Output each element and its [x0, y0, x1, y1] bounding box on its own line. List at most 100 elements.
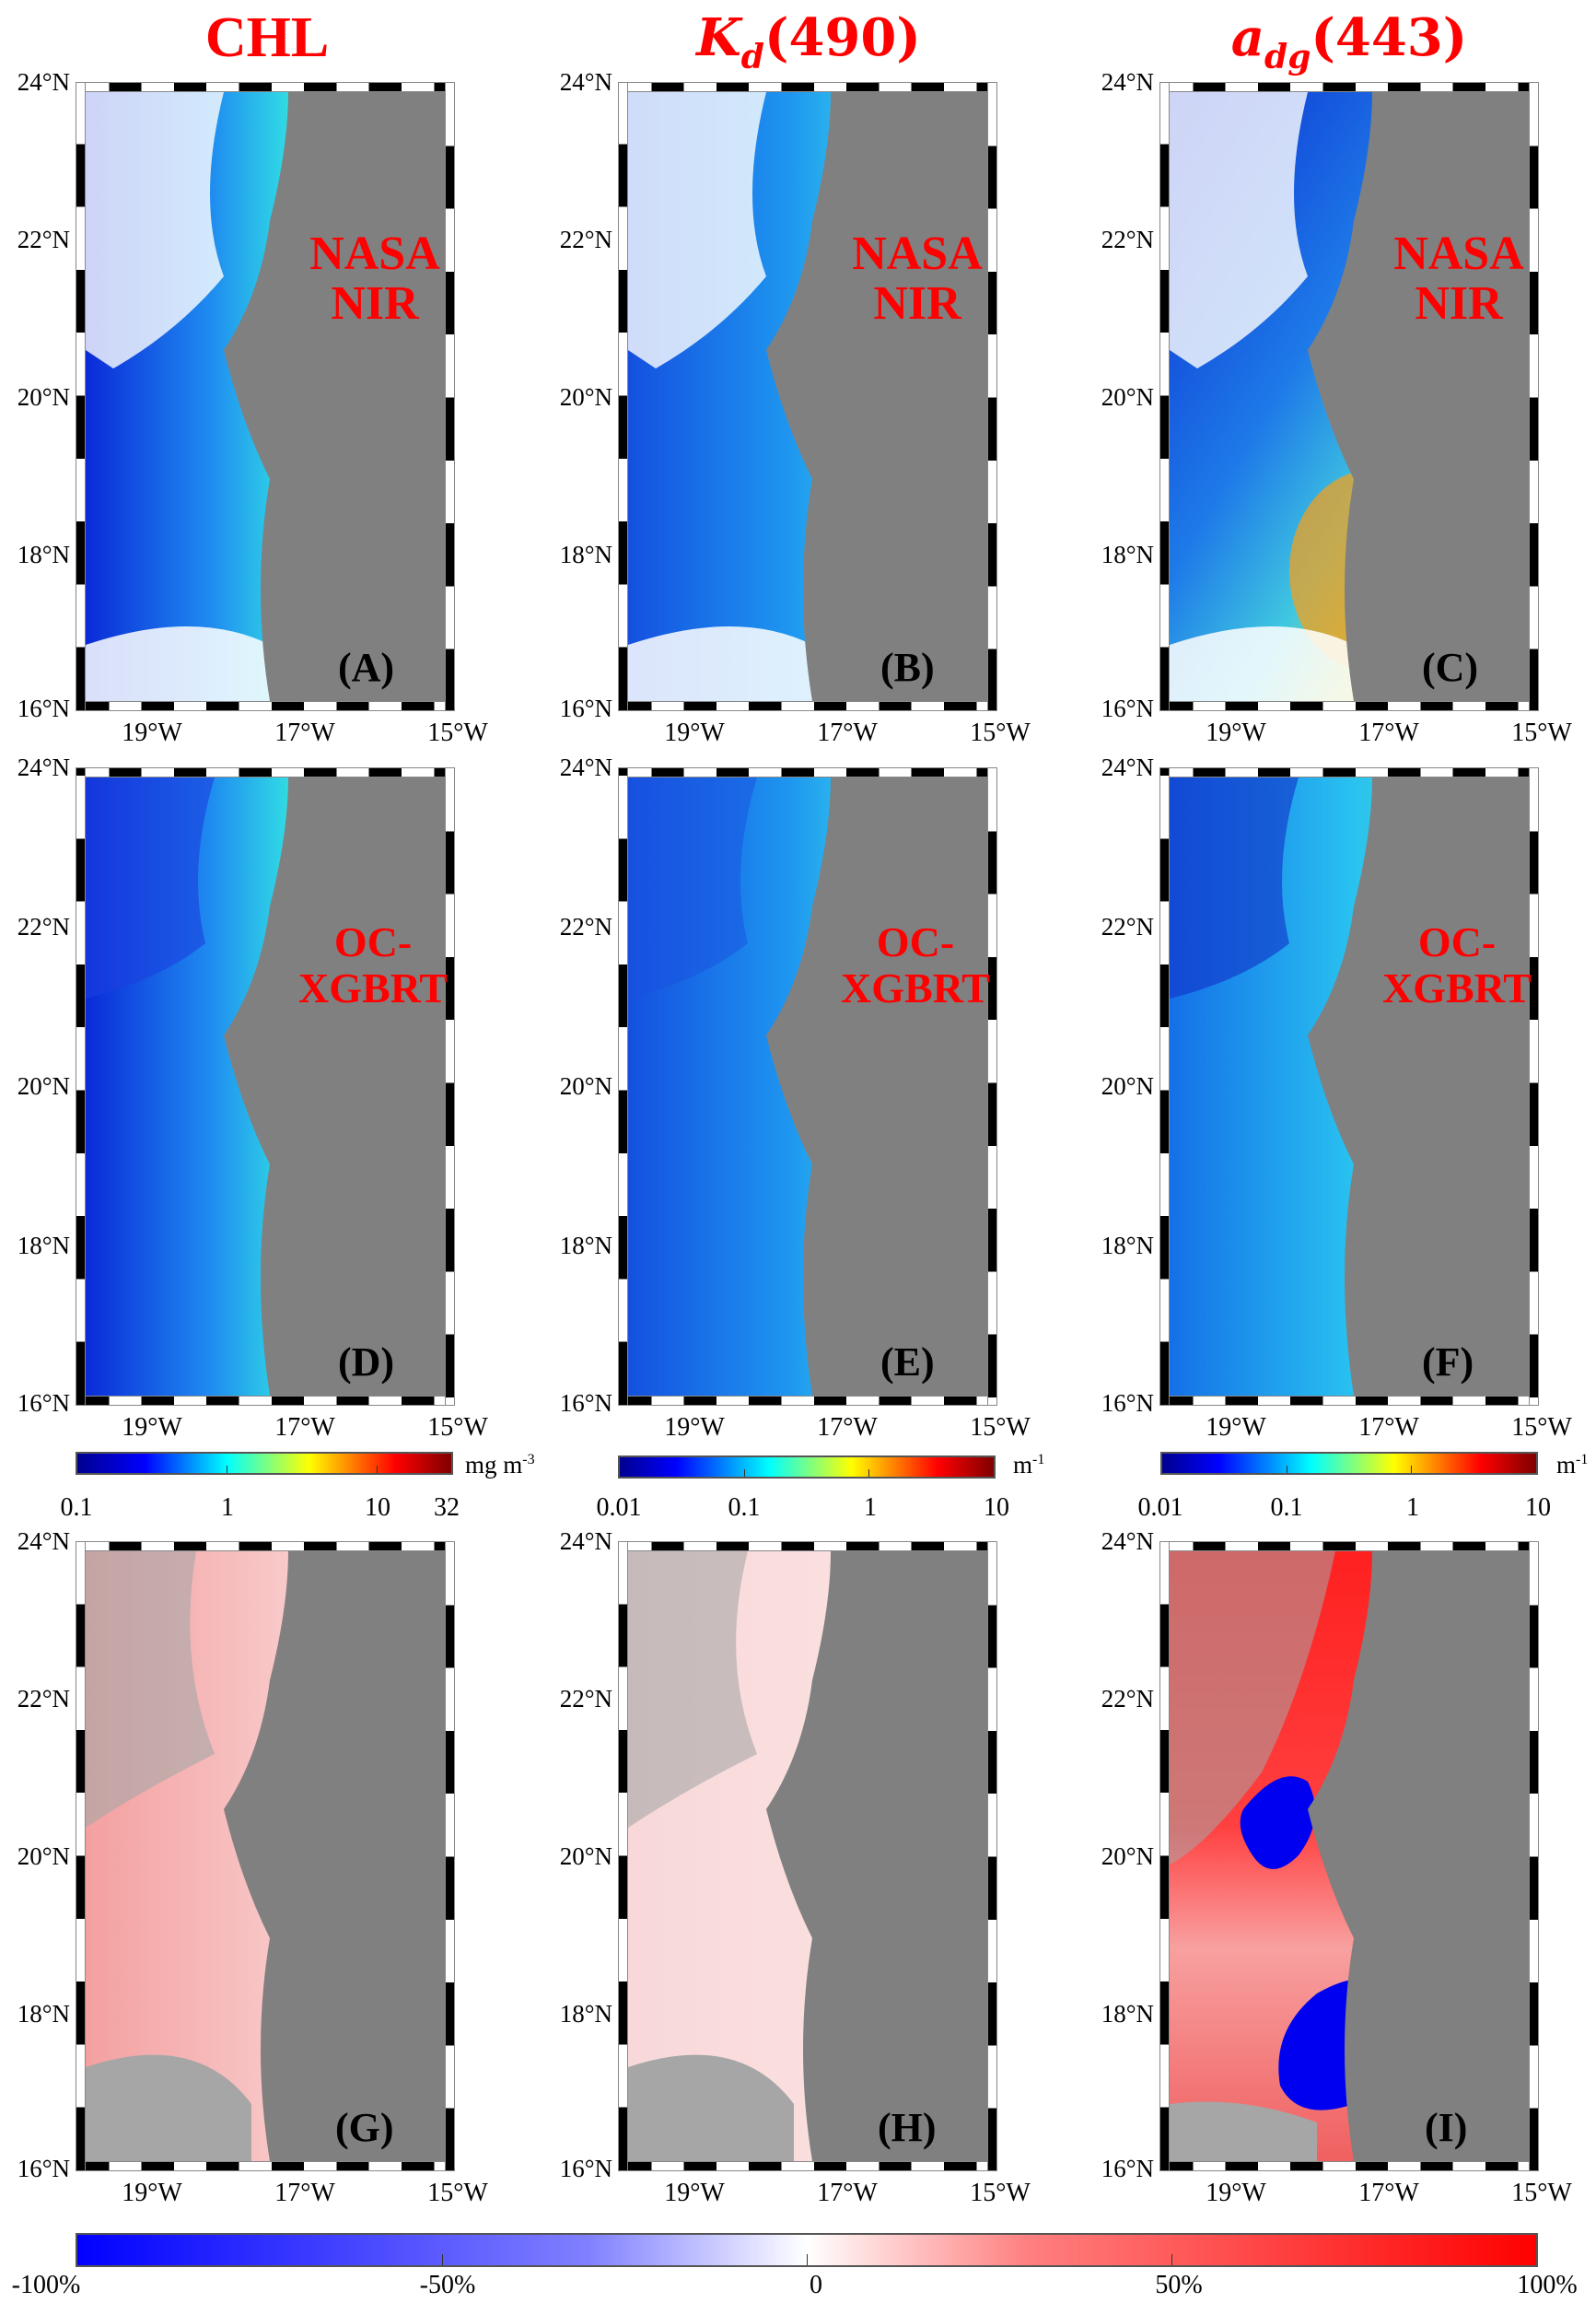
map-border [1159, 82, 1170, 711]
method-label: OC- XGBRT [285, 919, 460, 1011]
lat-tick-label: 22°N [17, 226, 70, 253]
map-border [618, 767, 628, 1406]
chl-nasa-nir-map [86, 92, 445, 701]
map-border [76, 701, 455, 711]
map-border [445, 82, 455, 711]
colorbar-tick-label: 0.1 [728, 1493, 761, 1522]
method-label-line2: NIR [873, 277, 961, 330]
colorbar-tick [868, 1469, 870, 1477]
lon-tick-label: 19°W [664, 1413, 725, 1442]
map-panel-b: NASA NIR (B) 24°N 22°N 20°N 18°N 16°N 19… [560, 69, 1031, 747]
column-title-adg443: adg(443) [1156, 6, 1543, 89]
colorbar-tick-label: 1 [864, 1493, 877, 1522]
map-border [445, 1541, 455, 2171]
lon-tick-label: 19°W [122, 1413, 182, 1442]
column-title-kd490: Kd(490) [615, 6, 1002, 89]
colorbar-tick-label: 10 [984, 1493, 1009, 1522]
unit-text: mg m [465, 1451, 523, 1479]
map-border [1159, 82, 1539, 92]
lat-tick-label: 18°N [17, 541, 70, 568]
lon-tick-label: 17°W [1358, 719, 1419, 747]
title-tail: (490) [763, 7, 921, 68]
panel-letter: (I) [1425, 2105, 1468, 2150]
lat-tick-label: 16°N [559, 695, 612, 722]
title-main: K [696, 7, 741, 68]
lat-tick-label: 18°N [17, 2000, 70, 2028]
map-border [618, 82, 628, 711]
map-panel-d: OC- XGBRT (D) 24°N 22°N 20°N 18°N 16°N 1… [17, 754, 488, 1442]
lon-tick-label: 19°W [122, 2179, 182, 2207]
map-border [1159, 1541, 1539, 1551]
lat-tick-label: 24°N [1101, 754, 1154, 781]
kd490-difference-map [628, 1551, 987, 2161]
lat-tick-label: 16°N [17, 1389, 70, 1417]
map-panel-h: (H) 24°N 22°N 20°N 18°N 16°N 19°W 17°W 1… [560, 1528, 1031, 2207]
map-frame [618, 82, 997, 711]
lat-tick-label: 22°N [1101, 1685, 1154, 1713]
map-border [618, 2161, 997, 2171]
map-border [618, 1541, 997, 1551]
colorbar-tick [442, 2254, 443, 2265]
kd490-nasa-nir-map [628, 92, 987, 701]
colorbar-tick [807, 2254, 808, 2265]
title-tail: (443) [1311, 7, 1468, 68]
lat-tick-label: 24°N [559, 68, 612, 96]
map-border [1159, 767, 1170, 1406]
unit-text: m [1556, 1451, 1577, 1479]
method-label-line1: OC- [876, 918, 955, 965]
map-border [618, 82, 997, 92]
panel-letter: (C) [1422, 645, 1479, 690]
kd490-oc-xgbrt-map [628, 777, 987, 1396]
lat-tick-label: 16°N [1101, 2155, 1154, 2182]
map-border [76, 82, 86, 711]
lat-tick-label: 16°N [17, 2155, 70, 2182]
colorbar-tick [1411, 1466, 1413, 1473]
title-sub: dg [1264, 38, 1311, 76]
method-label-line2: NIR [331, 277, 419, 330]
colorbar-tick-label: 0.01 [596, 1493, 642, 1522]
lat-tick-label: 22°N [17, 1685, 70, 1713]
map-frame [76, 767, 455, 1406]
lat-tick-label: 22°N [559, 1685, 612, 1713]
colorbar-difference [76, 2233, 1538, 2267]
panel-letter: (F) [1422, 1339, 1474, 1385]
lat-tick-label: 20°N [17, 383, 70, 411]
map-border [76, 1541, 86, 2171]
panel-letter: (A) [338, 645, 395, 690]
lon-tick-label: 19°W [122, 719, 182, 747]
colorbar-unit-kd490: m-1 [1013, 1446, 1044, 1479]
lat-tick-label: 16°N [559, 2155, 612, 2182]
lon-tick-label: 15°W [970, 2179, 1031, 2207]
method-label-line1: OC- [1417, 918, 1497, 965]
lat-tick-label: 20°N [1101, 1072, 1154, 1100]
map-panel-f: OC- XGBRT (F) 24°N 22°N 20°N 18°N 16°N 1… [1101, 754, 1572, 1442]
colorbar-tick-label: 10 [365, 1493, 390, 1522]
lon-tick-label: 15°W [1511, 719, 1572, 747]
method-label-line1: NASA [1393, 228, 1524, 280]
colorbar-tick-label: 100% [1517, 2271, 1578, 2299]
lon-tick-label: 15°W [427, 719, 488, 747]
lat-tick-label: 20°N [1101, 383, 1154, 411]
panel-letter: (E) [880, 1339, 935, 1385]
lon-tick-label: 17°W [817, 719, 878, 747]
lon-tick-label: 15°W [1511, 2179, 1572, 2207]
adg443-nasa-nir-map [1170, 92, 1529, 701]
colorbar-unit-adg443: m-1 [1556, 1446, 1588, 1479]
map-border [1159, 1541, 1170, 2171]
colorbar-tick [1171, 2254, 1172, 2265]
lat-tick-label: 18°N [559, 2000, 612, 2028]
map-panel-i: (I) 24°N 22°N 20°N 18°N 16°N 19°W 17°W 1… [1101, 1528, 1572, 2207]
colorbar-tick-label: -50% [419, 2271, 476, 2299]
method-label-line1: OC- [333, 918, 413, 965]
adg443-difference-map [1170, 1551, 1529, 2161]
map-border [618, 1541, 628, 2171]
lon-tick-label: 19°W [664, 719, 725, 747]
lon-tick-label: 17°W [274, 719, 335, 747]
lat-tick-label: 20°N [559, 1072, 612, 1100]
map-border [1529, 767, 1539, 1406]
map-border [76, 82, 455, 92]
lat-tick-label: 18°N [1101, 1232, 1154, 1259]
lat-tick-label: 18°N [1101, 541, 1154, 568]
colorbar-tick-label: -100% [11, 2271, 81, 2299]
map-border [987, 1541, 997, 2171]
